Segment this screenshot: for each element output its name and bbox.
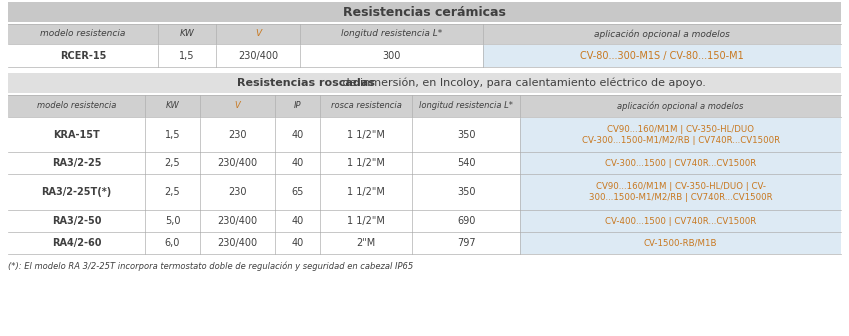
Text: IP: IP (294, 101, 301, 111)
Text: RA4/2-60: RA4/2-60 (52, 238, 102, 248)
Text: CV-80...300-M1S / CV-80...150-M1: CV-80...300-M1S / CV-80...150-M1 (580, 51, 744, 61)
Text: RA3/2-25: RA3/2-25 (52, 158, 102, 168)
Text: 40: 40 (291, 158, 304, 168)
Text: 40: 40 (291, 216, 304, 226)
Text: de inmersión, en Incoloy, para calentamiento eléctrico de apoyo.: de inmersión, en Incoloy, para calentami… (339, 78, 706, 88)
Text: 1,5: 1,5 (165, 130, 180, 140)
Text: CV90...160/M1M | CV-350-HL/DUO
CV-300...1500-M1/M2/RB | CV740R...CV1500R: CV90...160/M1M | CV-350-HL/DUO CV-300...… (582, 125, 779, 145)
Text: 1 1/2"M: 1 1/2"M (347, 130, 385, 140)
Text: 230/400: 230/400 (217, 238, 257, 248)
Text: 2,5: 2,5 (165, 187, 180, 197)
Text: 40: 40 (291, 238, 304, 248)
Bar (8, 45, 841, 67)
Text: 300: 300 (382, 51, 401, 61)
Text: 40: 40 (291, 130, 304, 140)
Text: 690: 690 (457, 216, 475, 226)
Text: RCER-15: RCER-15 (59, 51, 106, 61)
Bar (520, 210, 841, 232)
Text: 350: 350 (457, 130, 475, 140)
Text: 797: 797 (457, 238, 475, 248)
Text: longitud resistencia L*: longitud resistencia L* (340, 30, 441, 39)
Bar (8, 2, 841, 22)
Text: 230/400: 230/400 (238, 51, 278, 61)
Text: 230: 230 (228, 187, 246, 197)
Bar (8, 73, 841, 93)
Text: RA3/2-25T(*): RA3/2-25T(*) (42, 187, 112, 197)
Bar (8, 95, 841, 117)
Text: V: V (234, 101, 240, 111)
Bar (8, 118, 841, 152)
Text: V: V (255, 30, 261, 39)
Text: 230/400: 230/400 (217, 158, 257, 168)
Text: 6,0: 6,0 (165, 238, 180, 248)
Bar (520, 174, 841, 210)
Text: 230/400: 230/400 (217, 216, 257, 226)
Bar (8, 174, 841, 210)
Text: KRA-15T: KRA-15T (53, 130, 100, 140)
Text: modelo resistencia: modelo resistencia (37, 101, 116, 111)
Bar (8, 210, 841, 232)
Text: longitud resistencia L*: longitud resistencia L* (419, 101, 513, 111)
Text: KW: KW (180, 30, 194, 39)
Text: 350: 350 (457, 187, 475, 197)
Text: CV-300...1500 | CV740R...CV1500R: CV-300...1500 | CV740R...CV1500R (605, 159, 756, 168)
Bar (520, 152, 841, 174)
Text: 2"M: 2"M (357, 238, 376, 248)
Text: rosca resistencia: rosca resistencia (331, 101, 402, 111)
Text: CV90...160/M1M | CV-350-HL/DUO | CV-
300...1500-M1/M2/RB | CV740R...CV1500R: CV90...160/M1M | CV-350-HL/DUO | CV- 300… (589, 182, 773, 202)
Text: CV-1500-RB/M1B: CV-1500-RB/M1B (644, 239, 717, 248)
Text: 230: 230 (228, 130, 246, 140)
Text: CV-400...1500 | CV740R...CV1500R: CV-400...1500 | CV740R...CV1500R (605, 216, 756, 225)
Bar (520, 118, 841, 152)
Text: aplicación opcional a modelos: aplicación opcional a modelos (594, 29, 730, 39)
Text: 1 1/2"M: 1 1/2"M (347, 158, 385, 168)
Text: 2,5: 2,5 (165, 158, 180, 168)
Text: 1,5: 1,5 (179, 51, 194, 61)
Text: modelo resistencia: modelo resistencia (40, 30, 126, 39)
Text: RA3/2-50: RA3/2-50 (52, 216, 102, 226)
Text: aplicación opcional a modelos: aplicación opcional a modelos (617, 101, 744, 111)
Bar (8, 152, 841, 174)
Text: 5,0: 5,0 (165, 216, 180, 226)
Bar (8, 232, 841, 254)
Bar (483, 45, 841, 67)
Text: (*): El modelo RA 3/2-25T incorpora termostato doble de regulación y seguridad e: (*): El modelo RA 3/2-25T incorpora term… (8, 261, 413, 271)
Bar (8, 24, 841, 44)
Text: Resistencias cerámicas: Resistencias cerámicas (343, 5, 506, 18)
Text: Resistencias roscadas: Resistencias roscadas (237, 78, 375, 88)
Text: 1 1/2"M: 1 1/2"M (347, 216, 385, 226)
Bar (520, 232, 841, 254)
Text: 540: 540 (457, 158, 475, 168)
Text: 65: 65 (291, 187, 304, 197)
Text: KW: KW (166, 101, 179, 111)
Text: 1 1/2"M: 1 1/2"M (347, 187, 385, 197)
